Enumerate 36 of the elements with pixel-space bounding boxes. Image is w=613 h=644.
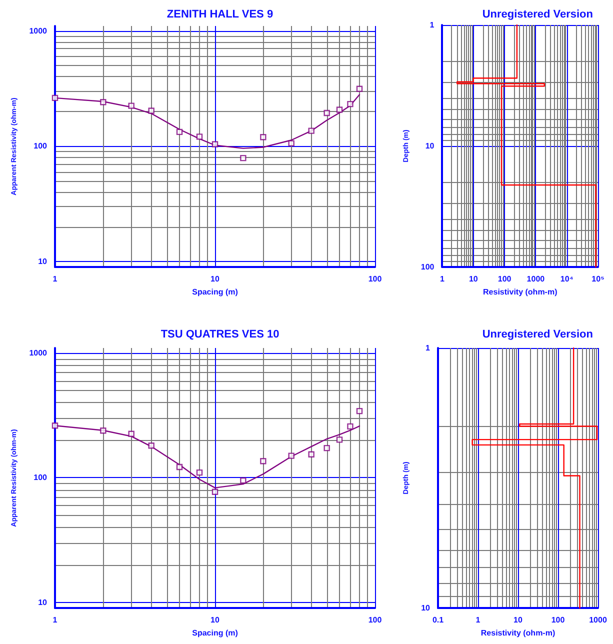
x-axis-title: Spacing (m) <box>192 287 238 296</box>
chart-title: TSU QUATRES VES 10 <box>160 328 280 340</box>
y-tick-label: 1000 <box>29 26 48 36</box>
x-tick-label: 10⁴ <box>560 274 574 284</box>
y-tick-label: 10 <box>38 257 48 266</box>
x-tick-label: 100 <box>551 616 566 624</box>
y-tick-label: 1000 <box>29 348 48 358</box>
x-tick-label: 1 <box>440 274 446 284</box>
y-tick-label: 100 <box>34 142 48 151</box>
y-tick-label: 10 <box>38 598 48 607</box>
x-tick-label: 100 <box>498 274 512 284</box>
x-axis-title: Spacing (m) <box>192 628 238 638</box>
x-tick-label: 0.1 <box>432 616 444 624</box>
x-tick-label: 1000 <box>526 274 546 284</box>
y-tick-label: 100 <box>420 262 435 272</box>
x-tick-label: 100 <box>368 616 382 624</box>
x-tick-label: 10 <box>514 616 523 624</box>
y-tick-label: 100 <box>34 473 48 482</box>
x-tick-label: 1 <box>52 616 58 624</box>
x-axis-title: Resistivity (ohm-m) <box>483 287 558 296</box>
x-tick-label: 10⁵ <box>592 274 605 284</box>
y-tick-label: 10 <box>425 142 435 150</box>
x-tick-label: 1000 <box>589 616 608 624</box>
x-axis-title: Resistivity (ohm-m) <box>480 628 556 638</box>
x-tick-label: 1 <box>52 274 58 284</box>
x-tick-label: 10 <box>210 274 220 284</box>
chart-title: Unregistered Version <box>482 8 594 20</box>
x-tick-label: 100 <box>368 274 382 284</box>
x-tick-label: 10 <box>468 274 478 284</box>
chart-title: Unregistered Version <box>482 328 594 340</box>
x-tick-label: 1 <box>476 616 481 624</box>
y-tick-label: 1 <box>426 344 431 352</box>
y-tick-label: 1 <box>430 20 435 30</box>
chart-title: ZENITH HALL VES 9 <box>166 8 274 20</box>
x-tick-label: 10 <box>210 616 220 624</box>
y-tick-label: 10 <box>421 604 431 612</box>
